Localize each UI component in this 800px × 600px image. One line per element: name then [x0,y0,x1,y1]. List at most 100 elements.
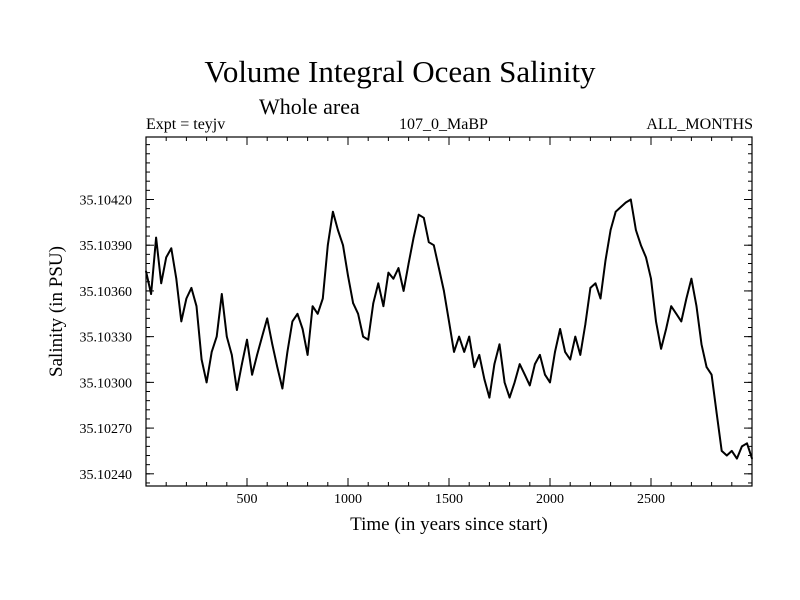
data-point [231,354,233,356]
data-point [564,351,566,353]
data-point [342,244,344,247]
data-point [624,201,627,204]
y-tick-label: 35.10300 [80,376,133,391]
data-point [508,396,511,399]
y-tick-label: 35.10330 [80,331,133,346]
data-point [296,312,299,315]
data-point [630,198,632,201]
data-point [246,338,248,341]
data-point [478,354,481,356]
data-point [165,256,167,259]
data-point [731,450,733,452]
data-point [145,270,147,272]
x-tick-label: 2000 [536,492,564,507]
data-point [291,320,294,323]
data-point [367,338,370,341]
data-point [337,229,339,231]
data-point [741,445,743,448]
data-point [559,328,561,330]
data-point [397,267,400,269]
data-point [635,229,637,231]
data-point [170,247,173,250]
data-point [271,343,274,346]
period-label: 107_0_MaBP [399,116,488,133]
data-point [736,457,738,460]
data-point [483,378,486,381]
data-point [387,271,390,274]
experiment-label: Expt = teyjv [146,116,226,133]
data-point [347,274,349,277]
data-point [205,381,208,384]
data-point [433,244,435,247]
data-point [412,236,415,239]
data-point [281,387,284,390]
chart-subtitle: Whole area [259,94,360,119]
data-point [523,373,526,376]
data-point [377,282,380,285]
data-point [417,213,420,216]
data-point [215,335,218,338]
data-point [498,343,501,346]
data-point [675,312,678,315]
data-point [715,412,718,414]
data-point [428,241,430,243]
data-point [150,293,152,295]
data-point [448,320,450,323]
data-point [725,454,728,457]
data-point [594,282,597,285]
data-point [195,305,198,307]
data-point [306,354,309,356]
data-point [534,363,536,365]
series-line [145,198,753,460]
data-point [614,210,617,213]
data-point [609,229,612,231]
data-point [407,262,410,265]
data-point [584,323,587,326]
data-point [332,210,334,213]
data-point [392,277,395,280]
data-point [458,335,460,338]
data-point [503,381,506,384]
data-point [529,384,531,387]
data-point [321,297,324,300]
data-point [710,373,713,376]
data-point [241,363,243,365]
data-point [463,351,465,353]
y-tick-label: 35.10420 [80,193,133,208]
months-label: ALL_MONTHS [646,116,753,133]
data-point [665,328,667,330]
data-point [468,335,471,338]
data-point [160,282,162,285]
data-point [200,358,203,361]
y-tick-label: 35.10270 [80,422,133,437]
data-point [327,244,329,247]
data-point [650,277,652,280]
data-point [185,297,188,300]
data-point [286,351,289,353]
data-point [690,277,693,280]
data-point [372,302,375,304]
data-point [261,335,263,338]
data-point [569,358,571,361]
data-point [655,320,657,323]
data-point [276,366,279,368]
chart-title: Volume Integral Ocean Salinity [204,54,596,89]
data-point [751,457,753,460]
data-point [175,277,178,280]
data-point [438,267,440,269]
data-point [443,290,445,292]
data-point [604,259,607,262]
y-tick-label: 35.10390 [80,239,133,254]
y-tick-label: 35.10360 [80,285,133,300]
y-tick-label: 35.10240 [80,468,133,483]
data-point [226,335,228,338]
data-point [574,335,577,338]
x-tick-label: 1500 [435,492,463,507]
data-point [473,366,476,368]
data-point [316,312,319,315]
x-axis-label: Time (in years since start) [350,514,548,535]
data-point [746,442,748,445]
data-point [180,320,183,323]
data-point [589,287,592,289]
